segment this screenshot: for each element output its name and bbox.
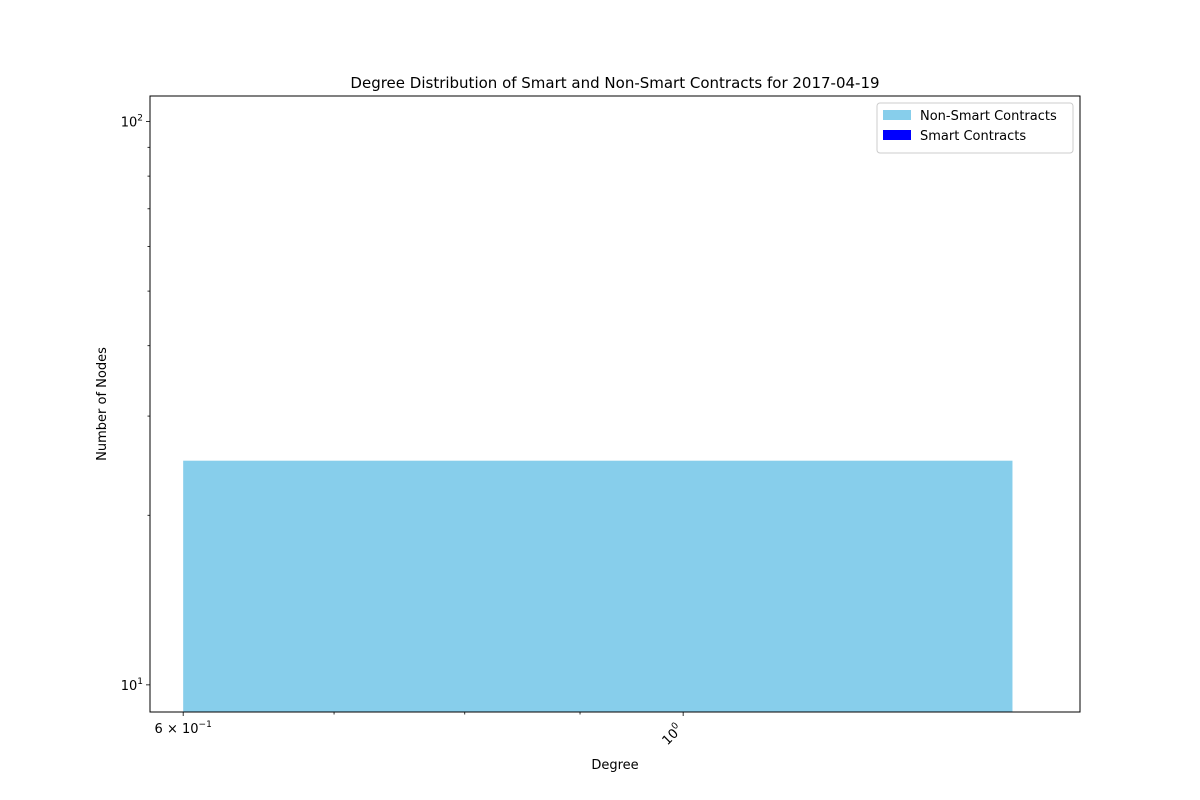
chart-title: Degree Distribution of Smart and Non-Sma… [350,74,879,92]
x-tick-label-1-exponent: 0 [670,721,681,732]
y-tick-label-1: 102 [121,114,143,131]
bar-non-smart-contracts-0 [183,460,1013,712]
y-tick-label-0: 101 [121,677,143,694]
y-tick-label-0-exponent: 1 [137,677,143,687]
x-tick-label-0-exponent: −1 [199,720,212,730]
y-tick-label-1-exponent: 2 [137,114,143,124]
plot-frame [149,95,1081,713]
x-tick-label-0: 6 × 10−1 [155,720,212,737]
legend-swatch-0 [883,110,911,120]
x-axis: 6 × 10−1 100 [155,712,686,749]
x-tick-label-0-base: 6 × 10 [155,722,199,737]
bars-group [183,460,1013,712]
x-tick-label-1: 100 [658,721,686,749]
y-axis-label: Number of Nodes [95,347,110,461]
legend: Non-Smart Contracts Smart Contracts [876,102,1074,154]
legend-box [876,102,1074,154]
y-tick-label-1-base: 10 [121,116,138,131]
legend-label-0: Non-Smart Contracts [920,109,1057,124]
legend-swatch-1 [883,130,911,140]
legend-label-1: Smart Contracts [920,129,1026,144]
x-axis-label: Degree [591,758,638,773]
y-tick-label-0-base: 10 [121,679,138,694]
